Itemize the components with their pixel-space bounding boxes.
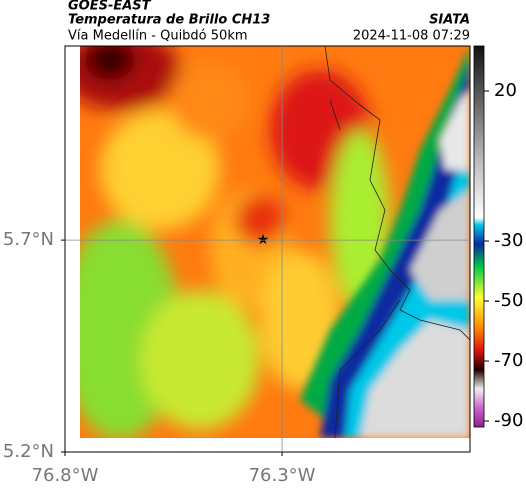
y-tick-label: 5.7°N [3, 229, 54, 250]
map-frame [64, 45, 471, 453]
colorbar-label: -90 [494, 410, 523, 431]
y-tick-label: 5.2°N [3, 441, 54, 462]
source: SIATA [429, 13, 470, 28]
colorbar-label: -30 [494, 230, 523, 251]
satellite-image: ★ [80, 46, 470, 438]
colorbar-label: 20 [494, 80, 517, 101]
subtitle: Vía Medellín - Quibdó 50km [68, 29, 248, 44]
colorbar-label: -70 [494, 350, 523, 371]
title: Temperatura de Brillo CH13 [68, 13, 270, 28]
x-tick-label: 76.8°W [32, 465, 99, 486]
satellite: GOES-EAST [68, 0, 152, 14]
x-tick-label: 76.3°W [249, 465, 316, 486]
datetime: 2024-11-08 07:29 [353, 29, 470, 44]
colorbar-label: -50 [494, 290, 523, 311]
colorbar [473, 45, 485, 428]
